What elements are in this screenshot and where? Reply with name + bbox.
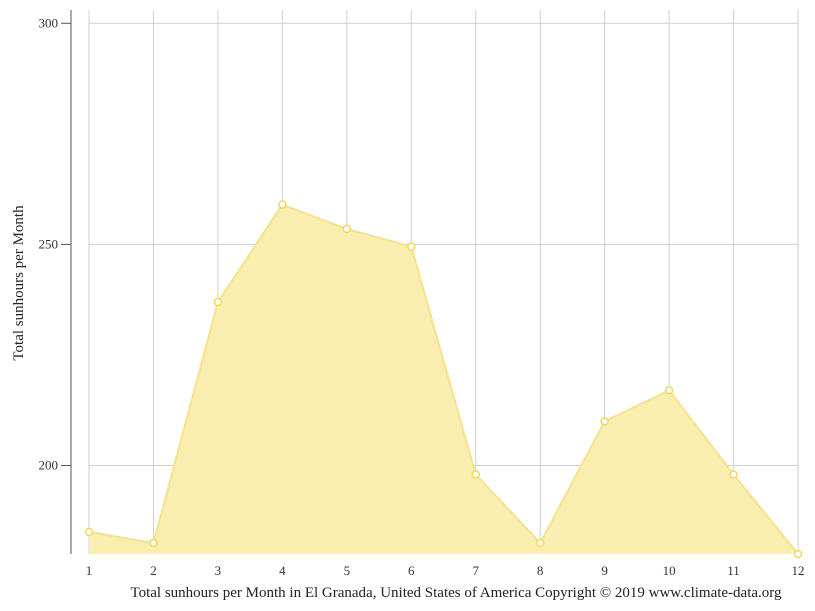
- x-tick-label: 6: [408, 563, 415, 578]
- data-point[interactable]: [729, 470, 738, 479]
- data-point[interactable]: [793, 549, 803, 559]
- data-point[interactable]: [149, 538, 158, 548]
- x-tick-label: 7: [472, 563, 479, 578]
- x-tick-label: 11: [727, 563, 740, 578]
- x-tick-label: 10: [663, 563, 676, 578]
- data-point[interactable]: [84, 527, 94, 537]
- y-axis-ticks: 200 250 300: [39, 15, 71, 473]
- x-tick-label: 9: [601, 563, 608, 578]
- data-point[interactable]: [664, 386, 674, 395]
- data-point[interactable]: [213, 297, 223, 307]
- x-tick-label: 1: [86, 563, 93, 578]
- x-tick-label: 5: [344, 563, 351, 578]
- x-tick-label: 8: [537, 563, 544, 578]
- data-point[interactable]: [278, 200, 287, 209]
- x-tick-label: 4: [279, 563, 286, 578]
- data-point[interactable]: [471, 470, 480, 479]
- data-point[interactable]: [600, 417, 609, 426]
- area-series: [88, 203, 799, 555]
- x-tick-label: 3: [215, 563, 222, 578]
- data-point[interactable]: [342, 224, 352, 234]
- area-line: [88, 203, 799, 555]
- x-tick-label: 2: [150, 563, 157, 578]
- area-fill: [89, 204, 798, 554]
- chart-caption: Total sunhours per Month in El Granada, …: [130, 585, 782, 601]
- x-axis-ticks: 1 2 3 4 5 6 7 8 9 10 11 12: [86, 563, 805, 578]
- y-tick-label: 300: [39, 15, 59, 30]
- y-tick-label: 250: [39, 236, 59, 251]
- data-points: [84, 200, 803, 559]
- y-tick-label: 200: [39, 458, 59, 473]
- data-point[interactable]: [535, 538, 545, 548]
- x-tick-label: 12: [792, 563, 805, 578]
- data-point[interactable]: [407, 242, 416, 251]
- y-axis-label: Total sunhours per Month: [11, 205, 27, 361]
